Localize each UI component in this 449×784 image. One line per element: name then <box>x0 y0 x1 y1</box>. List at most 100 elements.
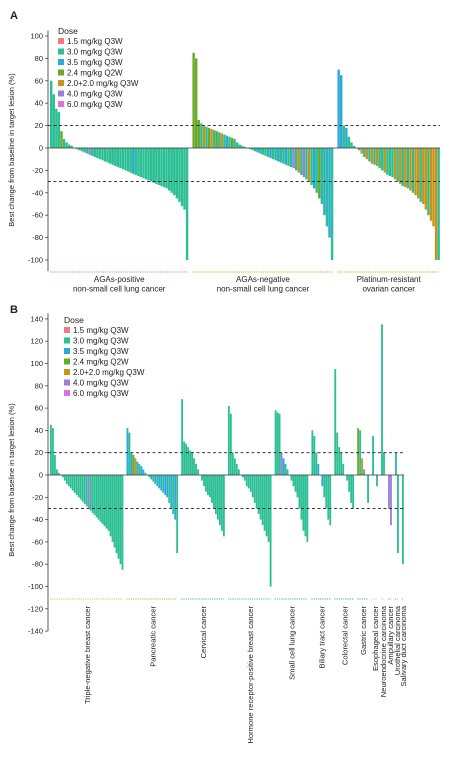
bar <box>292 475 295 487</box>
bar <box>298 475 301 509</box>
bar <box>302 148 306 178</box>
x-group-label-line: AGAs-positive <box>94 275 145 284</box>
bar <box>67 144 71 148</box>
bar <box>292 148 295 169</box>
bar <box>149 148 153 182</box>
legend-entry: 2.0+2.0 mg/kg Q3W <box>73 368 145 377</box>
bar <box>330 148 334 260</box>
legend-entry: 4.0 mg/kg Q3W <box>73 379 129 388</box>
bar <box>195 58 198 148</box>
bar <box>282 458 285 475</box>
bar <box>202 125 206 148</box>
y-tick-label: 60 <box>35 404 43 413</box>
legend-swatch <box>58 69 64 76</box>
legend-entry: 3.0 mg/kg Q3W <box>73 337 129 346</box>
bar <box>325 148 329 227</box>
bar <box>264 148 267 156</box>
bar <box>80 148 84 152</box>
bar <box>126 428 129 475</box>
bar <box>265 475 268 537</box>
x-group-label: Small cell lung cancer <box>288 606 297 680</box>
legend-swatch <box>64 358 70 365</box>
bar <box>286 469 289 476</box>
bar <box>83 148 86 153</box>
bar <box>328 148 331 238</box>
bar <box>429 148 433 221</box>
legend-entry: 1.5 mg/kg Q3W <box>67 37 123 46</box>
bar <box>266 148 270 157</box>
x-group-label: Platinum-resistant ovarian cancer <box>357 275 422 294</box>
bar <box>323 475 326 498</box>
x-group-label: Cervical cancer <box>199 606 208 659</box>
y-tick-label: -40 <box>32 515 43 524</box>
bar <box>164 475 167 496</box>
bar <box>390 475 392 526</box>
bar <box>197 469 199 476</box>
bar <box>115 475 118 554</box>
bar <box>414 148 417 196</box>
bar <box>325 475 328 509</box>
panel-label: A <box>10 10 18 22</box>
bar <box>261 475 264 526</box>
bar <box>225 135 229 148</box>
bar <box>261 148 265 155</box>
bar <box>409 148 412 191</box>
x-group-label: Colorectal cancer <box>340 606 349 666</box>
x-group-label-line: non-small cell lung cancer <box>217 285 310 294</box>
bar <box>121 148 125 170</box>
x-group-label: Ampullary cancer <box>386 606 395 665</box>
bar <box>340 452 343 475</box>
bar <box>393 148 397 180</box>
bar <box>124 148 127 171</box>
bar <box>245 475 248 487</box>
y-tick-label: -100 <box>28 582 43 591</box>
bar <box>65 475 68 484</box>
bar <box>391 148 394 178</box>
bar <box>156 475 159 487</box>
bar <box>132 148 135 174</box>
bar <box>235 463 238 475</box>
bar <box>241 475 244 478</box>
bar <box>277 148 280 162</box>
bar <box>368 148 371 162</box>
legend-entry: 6.0 mg/kg Q3W <box>73 389 129 398</box>
bar <box>218 475 221 526</box>
bar <box>321 475 324 487</box>
bar <box>93 148 96 157</box>
bar <box>114 148 117 166</box>
legend-title: Dose <box>64 315 84 325</box>
y-tick-label: 60 <box>35 76 43 85</box>
bar <box>278 413 281 476</box>
bar <box>158 475 161 489</box>
y-tick-label: -80 <box>32 233 43 242</box>
bar <box>212 130 216 148</box>
bar <box>274 410 277 475</box>
bar <box>52 94 55 148</box>
y-tick-label: -40 <box>32 188 43 197</box>
legend-entry: 2.4 mg/kg Q2W <box>67 69 123 78</box>
bar <box>359 430 362 475</box>
bar <box>207 127 211 148</box>
bar <box>121 475 124 570</box>
bar <box>363 469 365 476</box>
bar <box>342 125 345 148</box>
bar <box>367 475 369 503</box>
bar <box>98 148 102 160</box>
bar <box>197 120 200 148</box>
y-axis-label: Best change from baseline in target lesi… <box>7 403 16 557</box>
bar <box>388 148 392 176</box>
y-tick-label: -100 <box>28 256 43 265</box>
bar <box>228 136 231 148</box>
bar <box>201 475 203 481</box>
bar <box>50 80 53 148</box>
x-group-label: Urothelial carcinoma <box>393 605 402 675</box>
bar <box>215 475 217 515</box>
bar <box>255 475 258 509</box>
bar <box>357 428 360 475</box>
bar <box>195 463 197 475</box>
bar <box>130 452 133 475</box>
bar <box>99 475 102 522</box>
bar <box>365 148 369 160</box>
bar <box>103 148 107 162</box>
bar <box>62 139 66 148</box>
